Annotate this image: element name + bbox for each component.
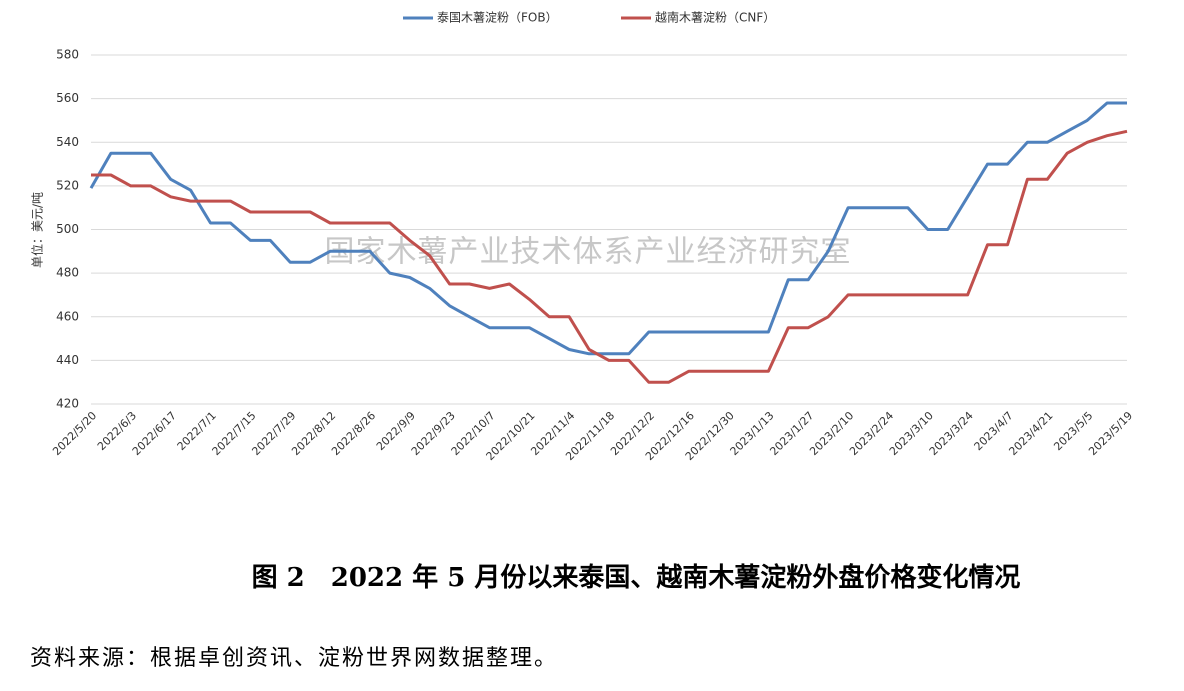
legend-label: 泰国木薯淀粉（FOB） xyxy=(437,11,558,25)
y-tick-label: 460 xyxy=(56,309,79,323)
legend-label: 越南木薯淀粉（CNF） xyxy=(655,10,775,25)
y-tick-label: 480 xyxy=(56,266,79,280)
series-line xyxy=(89,101,1127,356)
y-tick-label: 560 xyxy=(56,91,79,105)
y-tick-label: 580 xyxy=(56,48,79,62)
y-tick-label: 440 xyxy=(56,353,79,367)
y-tick-label: 540 xyxy=(56,135,79,149)
y-axis-label: 单位：美元/吨 xyxy=(30,192,45,268)
watermark: 国家木薯产业技术体系产业经济研究室 xyxy=(325,235,852,270)
x-tick-label: 2022/5/20 xyxy=(50,409,99,458)
series-line xyxy=(91,129,1128,384)
source-note: 资料来源：根据卓创资讯、淀粉世界网数据整理。 xyxy=(30,646,558,671)
y-tick-label: 420 xyxy=(56,397,79,411)
y-tick-label: 520 xyxy=(56,178,79,192)
y-tick-label: 500 xyxy=(56,222,79,236)
chart-caption: 图 2 2022 年 5 月份以来泰国、越南木薯淀粉外盘价格变化情况 xyxy=(252,562,1021,593)
